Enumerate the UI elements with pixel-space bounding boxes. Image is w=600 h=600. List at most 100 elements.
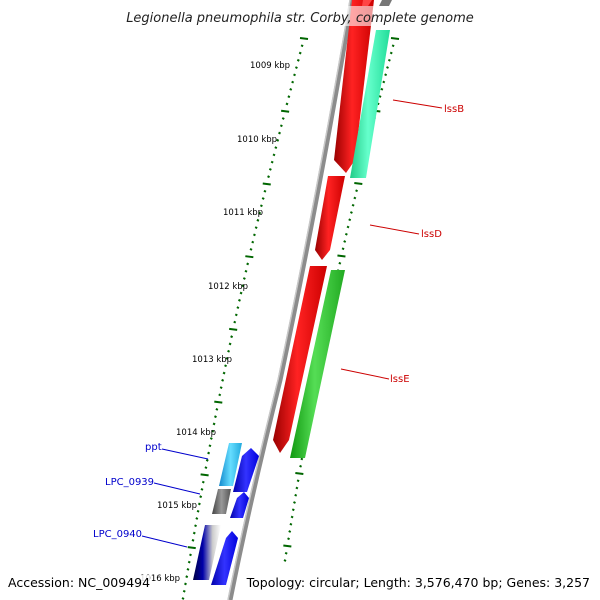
minor-tick [387,58,391,62]
minor-tick [242,277,246,280]
minor-tick [254,226,258,229]
minor-tick [386,66,389,69]
accession-label: Accession: NC_009494 [8,575,151,590]
gene-feature-blue[interactable] [211,531,238,585]
features-lower [193,443,259,585]
gene-feature-red[interactable] [334,0,374,173]
minor-tick [197,502,201,506]
gene-feature-red[interactable] [315,176,345,260]
minor-tick [241,284,245,288]
gene-feature-red[interactable] [273,266,327,453]
minor-tick [225,357,229,360]
title-backdrop [110,6,490,26]
minor-tick [349,211,353,214]
minor-tick [239,291,243,295]
minor-tick [294,493,298,497]
minor-tick [281,117,285,120]
minor-tick [207,451,211,455]
major-tick [229,327,238,331]
minor-tick [268,168,272,171]
genome-backbone-highlight [227,0,351,600]
minor-tick [214,415,217,419]
minor-tick [272,153,276,157]
label-leaders [141,99,443,548]
minor-tick [274,146,278,149]
major-tick [337,254,346,258]
gene-feature-grey[interactable] [379,0,392,6]
minor-tick [346,225,350,229]
features-red [273,0,374,453]
minor-tick [192,531,196,535]
tick-label: 1016 kbp [140,574,180,584]
major-tick [354,182,363,185]
gene-label-lssB[interactable]: lssB [444,104,464,115]
tick-label: 1013 kbp [192,355,232,365]
gene-feature-green[interactable] [290,270,345,458]
minor-tick [289,522,293,526]
major-tick [295,472,304,475]
tick-ring [181,37,309,600]
minor-tick [343,240,347,243]
minor-tick [300,44,304,48]
minor-tick [204,466,208,469]
minor-tick [196,509,200,513]
gene-feature-red[interactable] [362,0,372,6]
major-tick [262,182,271,186]
gene-label-LPC_0939[interactable]: LPC_0939 [105,477,154,488]
minor-tick [382,80,386,84]
minor-tick [181,597,185,600]
minor-tick [212,422,216,426]
gene-label-lssE[interactable]: lssE [390,374,410,385]
minor-tick [249,248,253,251]
minor-tick [283,559,287,562]
minor-tick [353,196,357,200]
gene-label-LPC_0940[interactable]: LPC_0940 [93,529,142,540]
minor-tick [228,342,232,346]
major-tick [245,255,254,259]
topology-label: Topology: circular; Length: 3,576,470 bp… [246,575,590,590]
minor-tick [222,371,226,375]
minor-tick [278,131,281,135]
gene-label-ppt[interactable]: ppt [145,442,162,453]
minor-tick [184,582,187,586]
minor-tick [246,262,250,266]
minor-tick [287,95,291,99]
tick-label: 1012 kbp [208,282,248,292]
gene-feature-grey[interactable] [212,489,231,514]
minor-tick [244,269,248,273]
gene-feature-blue[interactable] [233,448,259,492]
genome-backbone [227,0,355,600]
major-tick [200,473,209,477]
minor-tick [261,197,265,200]
minor-tick [355,189,359,193]
minor-tick [270,160,274,164]
gene-feature-teal[interactable] [350,30,390,178]
minor-tick [256,218,260,222]
gene-label-lssD[interactable]: lssD [421,229,442,240]
minor-tick [284,551,288,555]
minor-tick [391,44,395,48]
major-tick [280,109,290,113]
major-tick [214,400,223,404]
minor-tick [218,393,222,397]
minor-tick [351,203,355,207]
tick-labels: 1009 kbp 1010 kbp 1011 kbp 1012 kbp 1013… [140,61,290,584]
gene-feature-cyan[interactable] [219,443,242,486]
minor-tick [259,204,263,208]
minor-tick [287,537,290,541]
minor-tick [296,479,300,483]
minor-tick [295,486,299,490]
minor-tick [224,364,228,368]
minor-tick [209,437,213,440]
minor-tick [182,589,186,593]
gene-labels: lssB lssD lssE ppt LPC_0939 LPC_0940 [93,104,464,540]
minor-tick [238,298,241,302]
major-tick [283,544,292,548]
minor-tick [378,95,382,98]
minor-tick [341,247,345,251]
gene-feature-navy[interactable] [193,525,221,580]
gene-feature-blue[interactable] [230,492,249,518]
minor-tick [230,335,234,339]
tick-label: 1009 kbp [250,61,290,71]
minor-tick [384,73,388,77]
